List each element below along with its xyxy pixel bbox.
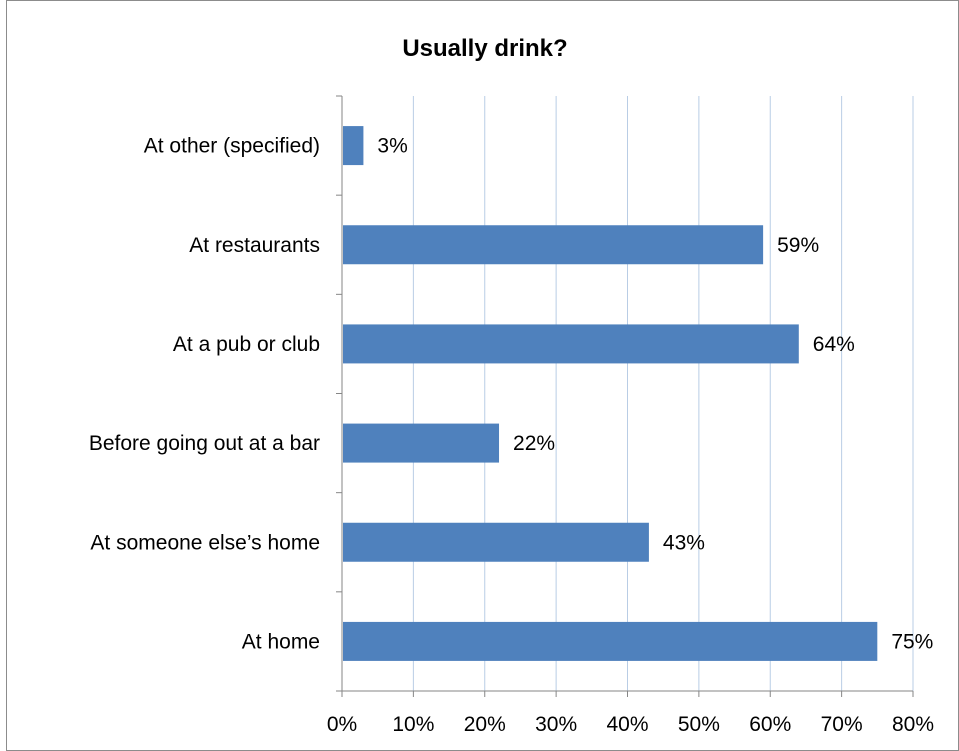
x-tick-label: 0% — [327, 713, 357, 736]
x-tick-label: 10% — [392, 713, 434, 736]
data-label: 75% — [891, 630, 933, 653]
category-label: At other (specified) — [144, 135, 320, 158]
bar — [343, 225, 764, 265]
gridlines — [412, 96, 914, 691]
bar — [343, 324, 799, 364]
bar — [343, 126, 364, 166]
bar — [343, 621, 878, 661]
axes — [336, 95, 914, 697]
category-label: Before going out at a bar — [89, 432, 320, 455]
bar — [343, 423, 500, 463]
bars — [343, 126, 878, 661]
x-tick-label: 20% — [464, 713, 506, 736]
data-label: 3% — [377, 135, 407, 158]
x-tick-label: 60% — [749, 713, 791, 736]
category-label: At someone else’s home — [90, 531, 320, 554]
bar — [343, 522, 649, 562]
x-tick-label: 50% — [678, 713, 720, 736]
data-label: 43% — [663, 531, 705, 554]
x-tick-label: 30% — [535, 713, 577, 736]
x-tick-label: 40% — [606, 713, 648, 736]
x-tick-label: 70% — [821, 713, 863, 736]
chart-title: Usually drink? — [402, 35, 567, 62]
data-label: 64% — [813, 333, 855, 356]
category-label: At home — [242, 630, 320, 653]
category-label: At a pub or club — [173, 333, 320, 356]
labels: 0% 10% 20% 30% 40% 50% 60% 70% 80% At other (spec… — [89, 135, 934, 736]
category-label: At restaurants — [189, 234, 320, 257]
data-label: 59% — [777, 234, 819, 257]
x-tick-label: 80% — [892, 713, 934, 736]
data-label: 22% — [513, 432, 555, 455]
